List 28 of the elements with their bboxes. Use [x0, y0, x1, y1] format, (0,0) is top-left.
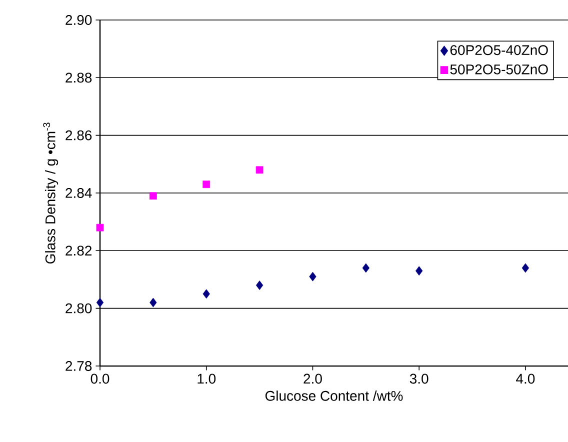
y-tick-label: 2.90 — [66, 15, 92, 25]
y-tick-label: 2.80 — [66, 303, 92, 314]
point — [416, 266, 423, 276]
point — [256, 280, 264, 290]
point — [522, 263, 530, 273]
x-tick-label: 1.0 — [198, 374, 216, 384]
point — [202, 180, 210, 188]
y-tick-label: 2.78 — [66, 361, 92, 371]
y-tick-label: 2.82 — [66, 246, 92, 256]
point — [362, 263, 370, 273]
point — [202, 289, 210, 299]
x-tick-label: 4.0 — [516, 374, 535, 384]
x-axis-title: Glucose Content /wt% — [265, 390, 403, 401]
y-axis-title: Glass Density / g •cm$^{-3}$ — [43, 122, 58, 264]
x-tick-label: 0.0 — [90, 374, 110, 384]
y-tick-label: 2.88 — [66, 72, 92, 83]
x-tick-label: 3.0 — [410, 374, 428, 384]
point — [150, 298, 157, 308]
point — [309, 272, 316, 282]
x-tick-label: 2.0 — [304, 374, 322, 384]
point — [149, 192, 157, 200]
y-tick-label: 2.86 — [66, 130, 92, 140]
point — [96, 298, 104, 308]
point — [256, 166, 264, 174]
y-tick-label: 2.84 — [66, 188, 92, 198]
point — [96, 224, 104, 232]
legend-label: 60P2O5-40ZnO — [450, 45, 548, 56]
legend-label: 50P2O5-50ZnO — [450, 64, 548, 74]
